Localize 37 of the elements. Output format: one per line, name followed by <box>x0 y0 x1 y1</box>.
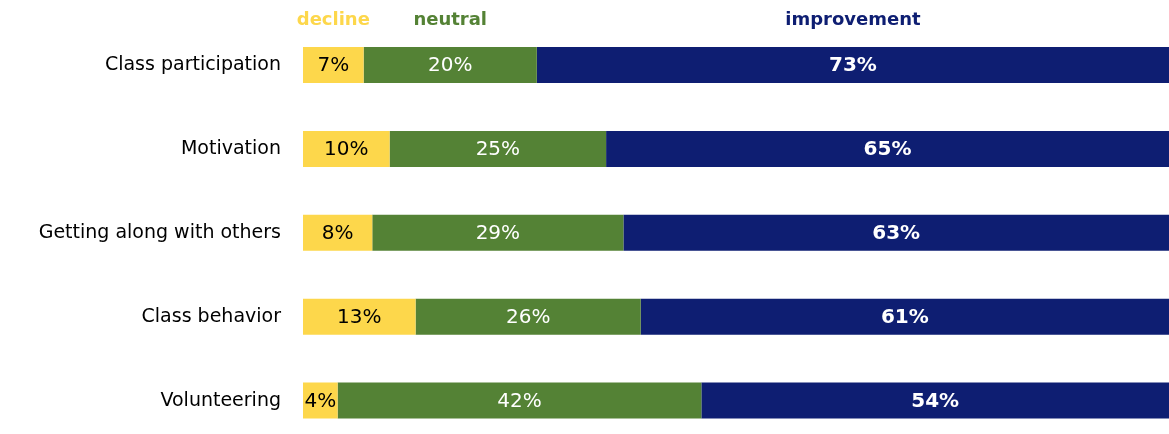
bar <box>303 47 364 83</box>
data-label: 4% <box>304 387 337 412</box>
bar <box>303 130 390 167</box>
data-label: 63% <box>872 220 921 244</box>
data-label: 20% <box>427 52 473 77</box>
bar <box>623 214 1169 251</box>
data-label: 25% <box>475 136 521 161</box>
bar <box>389 130 607 167</box>
bar <box>701 382 1169 419</box>
data-label: 26% <box>505 303 551 328</box>
series-label: decline <box>296 7 370 29</box>
y-tick-label: Volunteering <box>160 387 281 410</box>
bar <box>415 298 641 335</box>
bar <box>372 214 624 251</box>
series-label: neutral <box>413 7 488 29</box>
bar <box>536 47 1169 83</box>
y-tick-label: Motivation <box>180 135 281 158</box>
y-tick-label: Class behavior <box>141 303 282 326</box>
data-label: 65% <box>863 136 912 161</box>
bar <box>640 298 1169 335</box>
data-label: 42% <box>497 387 542 412</box>
y-tick-label: Getting along with others <box>38 219 281 242</box>
bar <box>363 47 537 83</box>
bar <box>606 130 1169 167</box>
data-label: 8% <box>321 220 354 244</box>
series-label: improvement <box>785 7 921 29</box>
bar <box>303 214 373 251</box>
data-label: 73% <box>828 52 877 77</box>
data-label: 29% <box>475 220 521 244</box>
y-tick-label: Class participation <box>104 51 281 74</box>
bar <box>337 382 702 419</box>
data-label: 10% <box>324 136 369 161</box>
data-label: 13% <box>337 303 382 328</box>
bar <box>303 298 416 335</box>
data-label: 7% <box>317 52 350 77</box>
data-label: 54% <box>911 387 960 412</box>
data-label: 61% <box>880 303 929 328</box>
